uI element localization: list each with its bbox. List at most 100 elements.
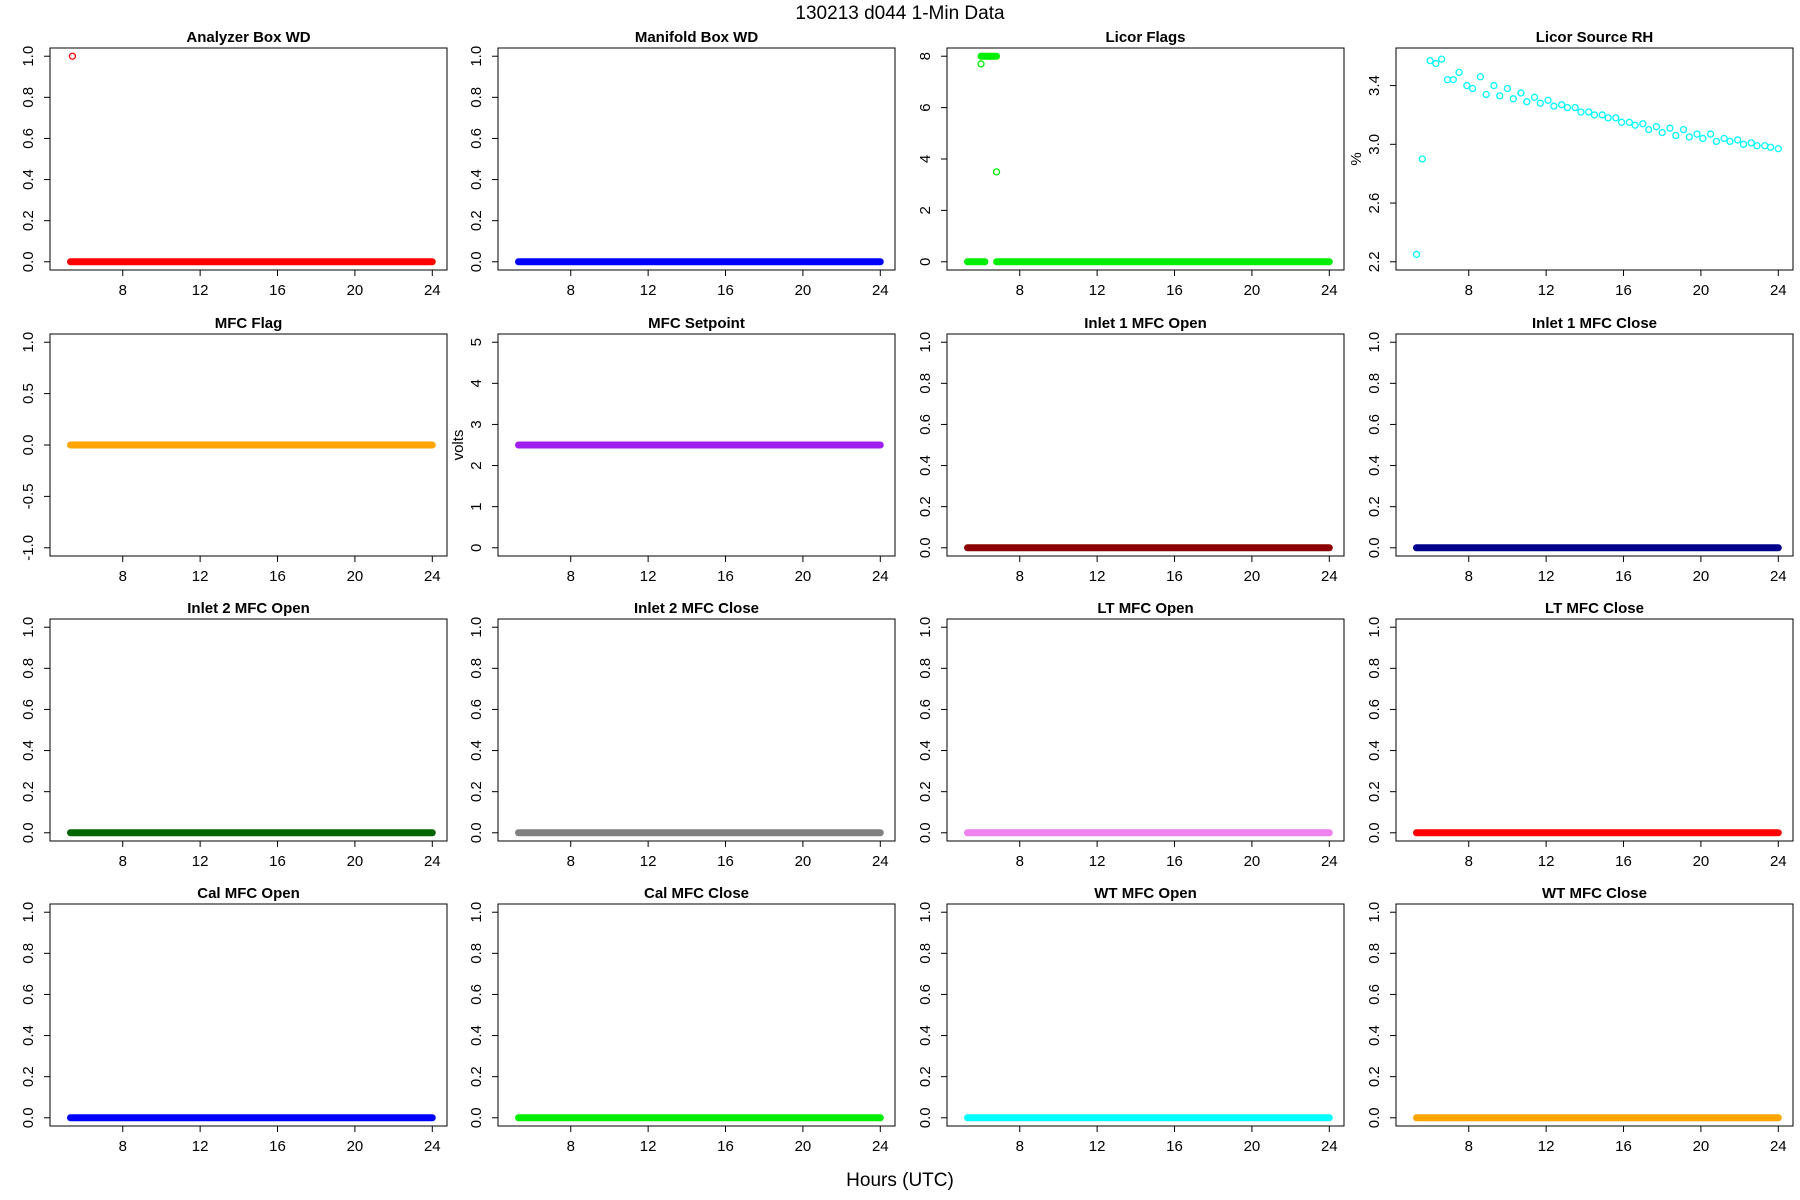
data-point bbox=[1503, 84, 1512, 93]
y-tick-label: 1.0 bbox=[1366, 332, 1383, 353]
y-tick-label: 0.2 bbox=[468, 1066, 485, 1087]
y-tick-label: 1.0 bbox=[20, 617, 37, 638]
data-point bbox=[1612, 114, 1620, 122]
y-tick-label: 0.0 bbox=[468, 822, 485, 843]
y-tick-label: 0.4 bbox=[468, 169, 485, 190]
plot-frame bbox=[497, 618, 896, 842]
y-tick-label: 0.0 bbox=[20, 1107, 37, 1128]
y-tick-label: 1.0 bbox=[1366, 902, 1383, 923]
plot-frame bbox=[1395, 903, 1794, 1127]
x-tick-label: 12 bbox=[640, 853, 657, 870]
data-point bbox=[1672, 131, 1680, 140]
y-tick-label: 0.4 bbox=[1366, 740, 1383, 761]
chart-panel: MFC Flag 8 12 16 20 24 -1.0 -0.5 0.0 0.5 1.0 bbox=[20, 315, 448, 585]
data-point bbox=[1706, 130, 1715, 138]
data-point bbox=[1617, 118, 1626, 126]
chart-panel: Inlet 1 MFC Close 8 12 16 20 24 0.0 0.2 0.4 0.6 0.… bbox=[1366, 315, 1794, 585]
y-tick-label: 0.8 bbox=[20, 943, 37, 964]
y-tick-label: 0.0 bbox=[1366, 537, 1383, 558]
x-tick-label: 16 bbox=[717, 282, 734, 299]
y-tick-label: 0.8 bbox=[468, 943, 485, 964]
panel-title: Licor Source RH bbox=[1536, 29, 1654, 46]
y-tick-label: 1.0 bbox=[20, 902, 37, 923]
y-tick-label: 0.0 bbox=[1366, 1107, 1383, 1128]
y-tick-label: 0.8 bbox=[20, 87, 37, 108]
chart-panel: Manifold Box WD 8 12 16 20 24 0.0 0.2 0.4 0.6 0.8 1… bbox=[468, 29, 896, 299]
data-point bbox=[1563, 103, 1572, 112]
y-tick-label: 0.8 bbox=[468, 658, 485, 679]
data-point bbox=[1557, 101, 1566, 109]
x-tick-label: 16 bbox=[1615, 853, 1632, 870]
data-point bbox=[1734, 136, 1742, 144]
data-point bbox=[1631, 121, 1639, 129]
y-tick-label: 0.6 bbox=[20, 128, 37, 149]
x-tick-label: 20 bbox=[1693, 568, 1710, 585]
y-tick-label: 0.4 bbox=[917, 1025, 934, 1046]
y-tick-label: 0 bbox=[917, 258, 934, 266]
data-point bbox=[68, 52, 77, 60]
data-point bbox=[1685, 133, 1693, 141]
x-tick-label: 24 bbox=[872, 282, 889, 299]
y-tick-label: 1.0 bbox=[20, 332, 37, 353]
x-tick-label: 24 bbox=[424, 1138, 441, 1155]
x-tick-label: 16 bbox=[1166, 568, 1183, 585]
y-tick-label: 0.4 bbox=[20, 1025, 37, 1046]
panel-title: WT MFC Close bbox=[1542, 885, 1647, 902]
y-tick-label: 1.0 bbox=[20, 46, 37, 67]
y-tick-label: 0.4 bbox=[20, 740, 37, 761]
data-point bbox=[1604, 114, 1612, 122]
x-tick-label: 24 bbox=[872, 568, 889, 585]
y-tick-label: 0.2 bbox=[917, 1066, 934, 1087]
y-tick-label: 1.0 bbox=[917, 902, 934, 923]
data-point bbox=[1412, 250, 1421, 259]
x-tick-label: 20 bbox=[795, 568, 812, 585]
panel-title: Analyzer Box WD bbox=[186, 29, 310, 46]
x-tick-label: 12 bbox=[1538, 1138, 1555, 1155]
y-tick-label: 0.8 bbox=[917, 373, 934, 394]
y-tick-label: 2.6 bbox=[1366, 193, 1383, 214]
y-tick-label: 1.0 bbox=[917, 617, 934, 638]
y-tick-label: 3.0 bbox=[1366, 134, 1383, 155]
x-tick-label: 12 bbox=[1089, 282, 1106, 299]
data-point bbox=[1645, 125, 1653, 134]
plot-frame bbox=[1395, 47, 1794, 271]
x-tick-label: 8 bbox=[119, 853, 127, 870]
data-point bbox=[1496, 92, 1504, 100]
plot-frame bbox=[946, 903, 1345, 1127]
x-tick-label: 20 bbox=[1244, 853, 1261, 870]
panel-title: WT MFC Open bbox=[1094, 885, 1196, 902]
x-tick-label: 20 bbox=[795, 1138, 812, 1155]
y-tick-label: 0.0 bbox=[1366, 822, 1383, 843]
y-tick-label: 2 bbox=[468, 461, 485, 469]
x-tick-label: 12 bbox=[192, 282, 209, 299]
x-tick-label: 12 bbox=[1089, 1138, 1106, 1155]
x-tick-label: 8 bbox=[567, 1138, 575, 1155]
x-tick-label: 16 bbox=[269, 282, 286, 299]
panel-title: Manifold Box WD bbox=[635, 29, 758, 46]
data-point bbox=[1766, 143, 1775, 151]
figure-title: 130213 d044 1-Min Data bbox=[795, 3, 1005, 24]
panel-title: Inlet 1 MFC Close bbox=[1532, 315, 1657, 332]
chart-panel: LT MFC Open 8 12 16 20 24 0.0 0.2 0.4 0.6 0.8 1.0 bbox=[917, 600, 1345, 870]
panel-title: MFC Setpoint bbox=[648, 315, 745, 332]
data-point bbox=[1720, 134, 1728, 143]
x-tick-label: 20 bbox=[795, 282, 812, 299]
plot-frame bbox=[49, 618, 448, 842]
data-point bbox=[1544, 96, 1552, 104]
y-tick-label: 0.2 bbox=[1366, 1066, 1383, 1087]
y-tick-label: 0.6 bbox=[917, 414, 934, 435]
x-tick-label: 8 bbox=[1016, 568, 1024, 585]
y-tick-label: 4 bbox=[468, 379, 485, 387]
data-point bbox=[1550, 102, 1558, 110]
data-point bbox=[1726, 137, 1734, 146]
plot-frame bbox=[946, 618, 1345, 842]
panel-title: LT MFC Open bbox=[1097, 600, 1193, 617]
plot-frame bbox=[49, 903, 448, 1127]
y-tick-label: 0.6 bbox=[468, 128, 485, 149]
y-tick-label: 0.8 bbox=[1366, 943, 1383, 964]
y-tick-label: 0.0 bbox=[20, 435, 37, 456]
x-tick-label: 24 bbox=[1321, 282, 1338, 299]
panel-grid: Analyzer Box WD8 12 16 20 240.00.20.40.60.81… bbox=[20, 29, 1794, 1155]
x-tick-label: 24 bbox=[1770, 1138, 1787, 1155]
